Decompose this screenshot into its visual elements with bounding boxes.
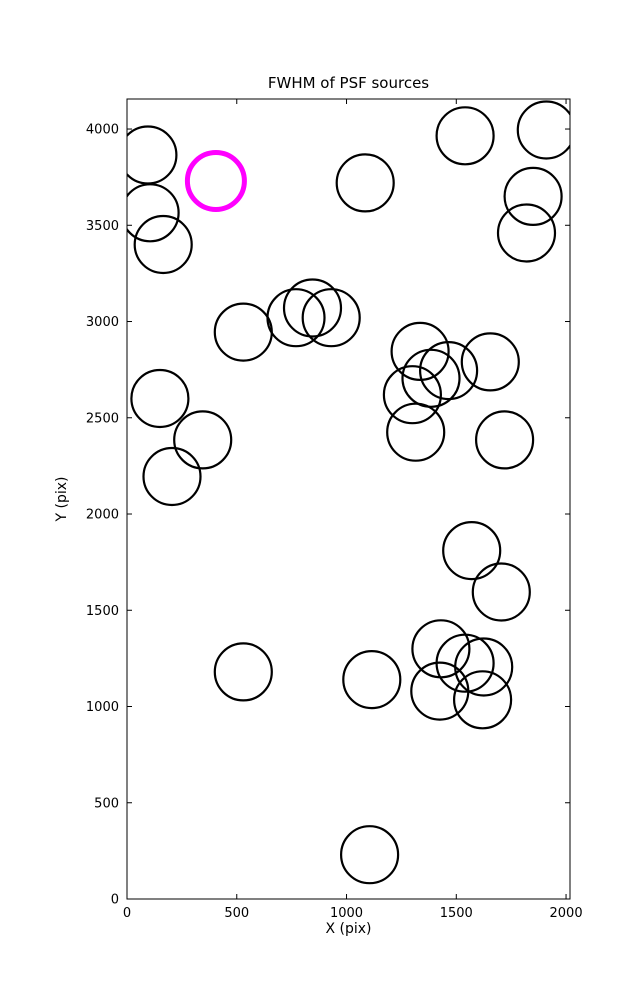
ticks-layer: [126, 99, 570, 900]
psf-circle: [386, 402, 446, 462]
psf-circle: [442, 520, 502, 581]
x-tick-label: 0: [123, 906, 131, 921]
highlighted-circle: [184, 150, 247, 212]
psf-circle: [173, 410, 233, 470]
x-tick-label: 1000: [330, 906, 363, 921]
psf-circle: [401, 348, 461, 408]
y-tick-label: 2500: [86, 411, 119, 426]
psf-circle: [382, 365, 442, 425]
psf-circle: [453, 670, 513, 730]
x-tick-label: 1500: [440, 906, 473, 921]
psf-circle: [410, 661, 470, 721]
y-tick-label: 1500: [86, 604, 119, 619]
circles-layer: [127, 100, 570, 885]
y-tick-label: 3000: [86, 315, 119, 330]
psf-circle: [342, 649, 402, 710]
x-tick-label: 2000: [550, 906, 583, 921]
psf-circle: [475, 410, 535, 470]
tick-labels-layer: 0 500 1000 1500 2000 0 500 1000 1500 2000 2500 3000…: [86, 123, 583, 921]
psf-circle: [130, 368, 190, 429]
y-tick-label: 3500: [86, 219, 119, 234]
psf-circle: [266, 288, 326, 348]
chart-title: FWHM of PSF sources: [267, 74, 430, 92]
psf-circle: [496, 203, 557, 263]
y-tick-label: 1000: [86, 700, 119, 715]
psf-circle: [335, 153, 395, 213]
psf-circle: [435, 106, 495, 166]
axes-box: [126, 98, 571, 900]
y-tick-label: 500: [94, 796, 119, 811]
psf-circle: [142, 446, 202, 507]
psf-circle: [133, 214, 193, 275]
y-tick-label: 4000: [86, 123, 119, 138]
psf-circle: [503, 166, 563, 226]
psf-circle: [340, 825, 400, 885]
psf-circle: [419, 341, 479, 401]
x-tick-label: 500: [224, 906, 249, 921]
x-axis-label: X (pix): [325, 921, 372, 937]
psf-circle: [127, 125, 178, 185]
psf-circle: [213, 642, 273, 702]
psf-circle: [127, 183, 180, 243]
psf-circle: [301, 288, 361, 348]
psf-circle: [213, 302, 273, 362]
psf-circle: [471, 562, 531, 622]
psf-circle: [390, 321, 450, 381]
y-tick-label: 0: [111, 893, 119, 908]
psf-circle: [460, 332, 520, 392]
psf-circle: [282, 278, 343, 338]
psf-circle: [516, 100, 570, 160]
y-tick-label: 2000: [86, 508, 119, 523]
